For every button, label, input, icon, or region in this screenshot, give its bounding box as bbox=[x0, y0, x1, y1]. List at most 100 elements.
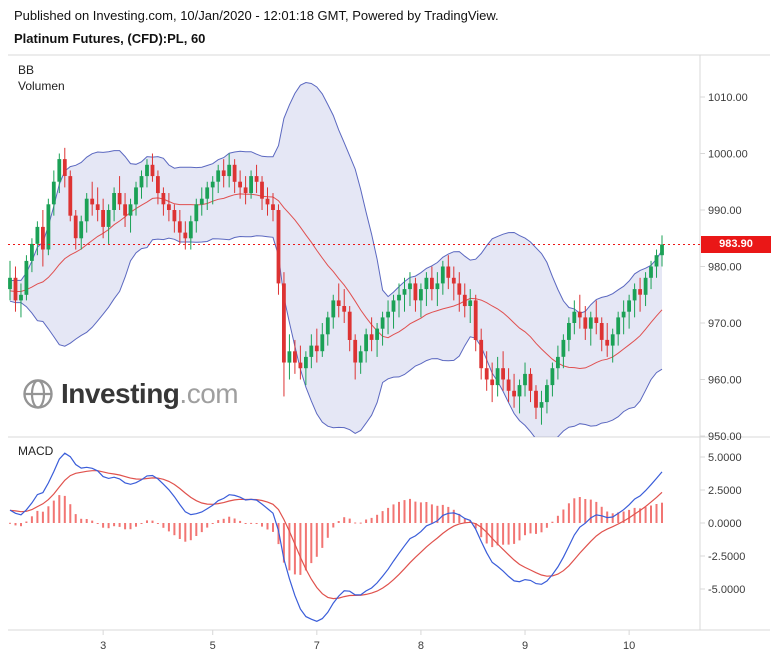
candle bbox=[112, 193, 116, 210]
candle bbox=[227, 164, 232, 177]
macd-histogram-bar bbox=[458, 513, 461, 523]
macd-histogram-bar bbox=[47, 506, 50, 523]
macd-histogram-bar bbox=[348, 518, 351, 523]
candle bbox=[271, 204, 275, 210]
candle bbox=[632, 289, 637, 301]
candle bbox=[68, 176, 73, 216]
candle bbox=[588, 317, 593, 329]
candle bbox=[276, 210, 281, 284]
published-line: Published on Investing.com, 10/Jan/2020 … bbox=[14, 8, 499, 23]
candle bbox=[369, 334, 374, 340]
candle bbox=[249, 176, 253, 194]
price-axis-label: 1010.00 bbox=[708, 92, 748, 104]
macd-histogram-bar bbox=[644, 507, 647, 523]
macd-histogram-bar bbox=[9, 522, 11, 524]
macd-histogram-bar bbox=[425, 502, 428, 523]
candle bbox=[293, 351, 297, 363]
macd-histogram-bar bbox=[14, 523, 17, 526]
candle bbox=[156, 176, 160, 194]
candle bbox=[638, 289, 642, 295]
candle bbox=[194, 204, 199, 222]
macd-histogram-bar bbox=[228, 516, 231, 523]
candle bbox=[517, 385, 522, 397]
macd-histogram-bar bbox=[261, 523, 263, 527]
candle bbox=[325, 317, 330, 335]
macd-histogram-bar bbox=[381, 511, 384, 523]
candle bbox=[134, 187, 138, 205]
candle bbox=[46, 204, 51, 250]
price-axis-label: 1000.00 bbox=[708, 149, 748, 161]
macd-histogram-bar bbox=[36, 510, 39, 523]
candle bbox=[331, 300, 336, 318]
macd-histogram-bar bbox=[661, 502, 663, 523]
candle bbox=[347, 311, 352, 340]
macd-histogram-bar bbox=[118, 523, 121, 527]
macd-histogram-bar bbox=[293, 523, 296, 575]
price-axis-label: 970.00 bbox=[708, 318, 742, 330]
candle bbox=[243, 187, 248, 194]
macd-axis-label: 5.0000 bbox=[708, 452, 742, 464]
watermark-suffix-text: .com bbox=[179, 378, 239, 409]
candle bbox=[545, 385, 549, 403]
macd-histogram-bar bbox=[518, 523, 521, 541]
candle bbox=[539, 402, 544, 408]
price-axis-label: 990.00 bbox=[708, 205, 742, 217]
macd-histogram-bar bbox=[419, 502, 422, 523]
macd-histogram-bar bbox=[200, 523, 203, 533]
candle bbox=[457, 283, 462, 295]
macd-histogram-bar bbox=[354, 522, 357, 524]
candle bbox=[238, 181, 242, 188]
macd-histogram-bar bbox=[343, 517, 346, 523]
candle bbox=[106, 210, 111, 227]
price-axis-label: 950.00 bbox=[708, 431, 742, 443]
watermark-brand-text: Investing bbox=[61, 378, 180, 409]
macd-histogram-bar bbox=[622, 511, 625, 523]
macd-histogram-bar bbox=[507, 523, 510, 545]
macd-histogram-bar bbox=[650, 505, 652, 523]
candle bbox=[79, 221, 84, 239]
candle bbox=[512, 390, 516, 397]
candle bbox=[523, 373, 527, 386]
candle bbox=[462, 294, 467, 307]
macd-histogram-bar bbox=[392, 504, 395, 523]
macd-main-line bbox=[9, 452, 663, 622]
candle bbox=[216, 170, 221, 182]
candle bbox=[139, 176, 144, 188]
macd-histogram-bar bbox=[513, 523, 516, 544]
candle bbox=[205, 187, 210, 199]
candle bbox=[221, 170, 226, 176]
globe-icon bbox=[22, 378, 54, 410]
candle bbox=[260, 181, 264, 199]
candle bbox=[364, 334, 368, 352]
macd-histogram-bar bbox=[189, 523, 192, 541]
macd-histogram-bar bbox=[30, 516, 33, 523]
candle bbox=[35, 226, 40, 244]
candle bbox=[577, 311, 582, 318]
macd-histogram-bar bbox=[628, 509, 631, 523]
candle bbox=[556, 356, 560, 369]
candle bbox=[161, 193, 166, 205]
macd-histogram-bar bbox=[195, 523, 198, 536]
macd-histogram-bar bbox=[359, 522, 362, 524]
macd-histogram-bar bbox=[436, 505, 439, 523]
macd-histogram-bar bbox=[80, 518, 83, 523]
macd-histogram-bar bbox=[250, 522, 253, 524]
candle bbox=[430, 277, 434, 290]
time-axis-label: 5 bbox=[210, 640, 216, 652]
macd-histogram-bar bbox=[20, 523, 22, 527]
candle bbox=[254, 176, 259, 182]
macd-histogram-bar bbox=[146, 520, 148, 523]
macd-histogram-bar bbox=[299, 523, 302, 575]
candle bbox=[397, 294, 401, 301]
macd-histogram-bar bbox=[600, 506, 603, 523]
macd-histogram-bar bbox=[167, 523, 170, 532]
candle bbox=[627, 300, 631, 312]
macd-histogram-bar bbox=[173, 523, 176, 536]
candle bbox=[342, 306, 347, 312]
macd-histogram-bar bbox=[452, 509, 455, 523]
macd-histogram-bar bbox=[496, 523, 499, 546]
time-axis-label: 3 bbox=[100, 640, 106, 652]
candle bbox=[380, 317, 385, 329]
candle bbox=[298, 362, 303, 369]
